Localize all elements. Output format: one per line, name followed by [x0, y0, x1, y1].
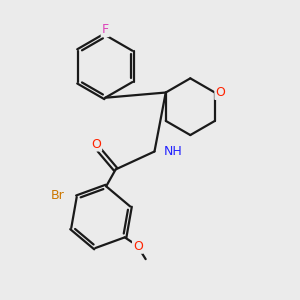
Text: O: O — [215, 86, 225, 99]
Text: F: F — [102, 23, 109, 36]
Text: NH: NH — [164, 145, 183, 158]
Text: Br: Br — [50, 189, 64, 202]
Text: O: O — [133, 240, 143, 253]
Text: O: O — [91, 137, 101, 151]
